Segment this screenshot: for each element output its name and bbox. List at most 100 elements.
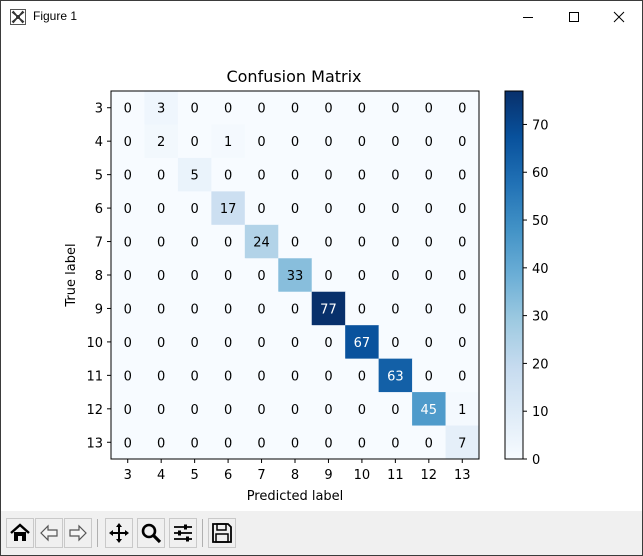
heatmap-cell xyxy=(445,425,480,460)
forward-button[interactable] xyxy=(64,518,92,548)
cell-value-label: 0 xyxy=(358,369,366,384)
cell-value-label: 3 xyxy=(157,102,165,117)
heatmap-cell xyxy=(144,258,179,293)
heatmap-cell xyxy=(278,124,313,159)
colorbar-tick-label: 60 xyxy=(532,166,549,181)
title-bar[interactable]: Figure 1 xyxy=(1,1,642,33)
cell-value-label: 0 xyxy=(391,102,399,117)
cell-value-label: 0 xyxy=(157,169,165,184)
heatmap-cell xyxy=(211,91,246,125)
heatmap-cell xyxy=(412,291,447,326)
cell-value-label: 0 xyxy=(124,202,132,217)
cell-value-label: 0 xyxy=(190,236,198,251)
heatmap-cell xyxy=(111,291,145,326)
cell-value-label: 0 xyxy=(324,135,332,150)
x-tick-label: 3 xyxy=(124,468,132,483)
cell-value-label: 0 xyxy=(224,436,232,451)
x-tick-label: 13 xyxy=(454,468,471,483)
save-button[interactable] xyxy=(208,518,236,548)
cell-value-label: 0 xyxy=(257,302,265,317)
cell-value-label: 0 xyxy=(324,269,332,284)
x-tick-label: 4 xyxy=(157,468,165,483)
heatmap-cell xyxy=(278,191,313,226)
heatmap-cell xyxy=(211,224,246,259)
close-button[interactable] xyxy=(596,1,642,33)
y-tick-label: 10 xyxy=(86,336,103,351)
cell-value-label: 0 xyxy=(458,135,466,150)
cell-value-label: 0 xyxy=(124,135,132,150)
heatmap-cell xyxy=(244,425,279,460)
cell-value-label: 0 xyxy=(358,302,366,317)
heatmap-cell xyxy=(311,425,346,460)
pan-button[interactable] xyxy=(105,518,133,548)
cell-value-label: 0 xyxy=(291,169,299,184)
pan-icon xyxy=(109,523,129,543)
colorbar-tick-label: 10 xyxy=(532,405,549,420)
configure-subplots-button[interactable] xyxy=(169,518,197,548)
heatmap-cell xyxy=(345,124,380,159)
cell-value-label: 0 xyxy=(190,269,198,284)
heatmap-cell xyxy=(378,157,413,192)
heatmap-cell xyxy=(278,358,313,393)
heatmap-cell xyxy=(111,157,145,192)
cell-value-label: 0 xyxy=(190,369,198,384)
y-tick-label: 5 xyxy=(95,169,103,184)
cell-value-label: 0 xyxy=(257,336,265,351)
heatmap-cell xyxy=(111,224,145,259)
heatmap-cell xyxy=(211,425,246,460)
heatmap-cell xyxy=(177,258,212,293)
cell-value-label: 0 xyxy=(190,403,198,418)
cell-value-label: 0 xyxy=(425,202,433,217)
y-tick-label: 12 xyxy=(86,403,103,418)
heatmap-cell xyxy=(445,325,480,360)
heatmap-cell xyxy=(378,91,413,125)
heatmap-cell xyxy=(111,325,145,360)
cell-value-label: 0 xyxy=(324,202,332,217)
cell-value-label: 0 xyxy=(190,302,198,317)
cell-value-label: 0 xyxy=(257,436,265,451)
y-axis-label: True label xyxy=(64,243,79,307)
cell-value-label: 0 xyxy=(224,302,232,317)
cell-value-label: 0 xyxy=(358,236,366,251)
minimize-button[interactable] xyxy=(505,1,551,33)
x-tick-label: 8 xyxy=(291,468,299,483)
heatmap-cell xyxy=(412,91,447,125)
heatmap-cell xyxy=(412,392,447,427)
cell-value-label: 0 xyxy=(391,236,399,251)
maximize-button[interactable] xyxy=(551,1,597,33)
back-icon xyxy=(40,524,58,542)
zoom-button[interactable] xyxy=(137,518,165,548)
heatmap-cell xyxy=(144,124,179,159)
cell-value-label: 0 xyxy=(157,436,165,451)
cell-value-label: 0 xyxy=(157,336,165,351)
cell-value-label: 0 xyxy=(425,269,433,284)
cell-value-label: 0 xyxy=(358,202,366,217)
heatmap-cell xyxy=(111,358,145,393)
heatmap-cell xyxy=(445,291,480,326)
cell-value-label: 0 xyxy=(291,135,299,150)
cell-value-label: 0 xyxy=(358,403,366,418)
heatmap-cell xyxy=(412,358,447,393)
cell-value-label: 0 xyxy=(157,369,165,384)
heatmap-cell xyxy=(144,191,179,226)
home-button[interactable] xyxy=(6,518,34,548)
heatmap-cell xyxy=(345,224,380,259)
heatmap-cell xyxy=(378,258,413,293)
toolbar-separator xyxy=(97,519,98,547)
heatmap-cell xyxy=(378,191,413,226)
cell-value-label: 0 xyxy=(124,102,132,117)
cell-value-label: 24 xyxy=(253,236,270,251)
cell-value-label: 0 xyxy=(458,269,466,284)
heatmap-cell xyxy=(345,358,380,393)
heatmap-cell xyxy=(378,124,413,159)
x-tick-label: 10 xyxy=(354,468,371,483)
heatmap-cell xyxy=(211,124,246,159)
save-icon xyxy=(212,523,232,543)
heatmap-cell xyxy=(211,325,246,360)
cell-value-label: 0 xyxy=(324,336,332,351)
back-button[interactable] xyxy=(35,518,63,548)
colorbar-tick-label: 50 xyxy=(532,214,549,229)
heatmap-cell xyxy=(412,191,447,226)
